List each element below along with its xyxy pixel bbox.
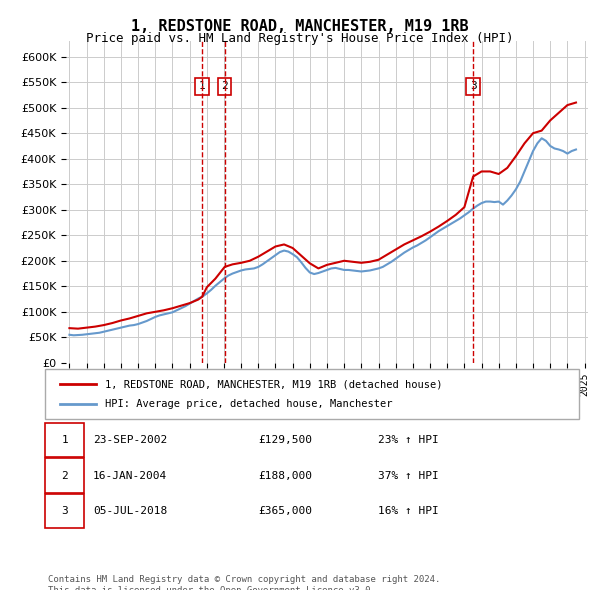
Text: 1, REDSTONE ROAD, MANCHESTER, M19 1RB (detached house): 1, REDSTONE ROAD, MANCHESTER, M19 1RB (d… (105, 379, 443, 389)
Text: 1, REDSTONE ROAD, MANCHESTER, M19 1RB: 1, REDSTONE ROAD, MANCHESTER, M19 1RB (131, 19, 469, 34)
Text: 3: 3 (61, 506, 68, 516)
Text: 1: 1 (199, 81, 206, 91)
Text: 16-JAN-2004: 16-JAN-2004 (93, 471, 167, 480)
Text: 37% ↑ HPI: 37% ↑ HPI (378, 471, 439, 480)
Text: Contains HM Land Registry data © Crown copyright and database right 2024.
This d: Contains HM Land Registry data © Crown c… (48, 575, 440, 590)
Text: 23-SEP-2002: 23-SEP-2002 (93, 435, 167, 445)
Text: 2: 2 (221, 81, 228, 91)
Text: £188,000: £188,000 (258, 471, 312, 480)
Text: £365,000: £365,000 (258, 506, 312, 516)
Text: 23% ↑ HPI: 23% ↑ HPI (378, 435, 439, 445)
Text: 16% ↑ HPI: 16% ↑ HPI (378, 506, 439, 516)
Text: 05-JUL-2018: 05-JUL-2018 (93, 506, 167, 516)
Text: 2: 2 (61, 471, 68, 480)
Text: 1: 1 (61, 435, 68, 445)
Text: HPI: Average price, detached house, Manchester: HPI: Average price, detached house, Manc… (105, 399, 392, 408)
Text: 3: 3 (470, 81, 476, 91)
Text: Price paid vs. HM Land Registry's House Price Index (HPI): Price paid vs. HM Land Registry's House … (86, 32, 514, 45)
Text: £129,500: £129,500 (258, 435, 312, 445)
